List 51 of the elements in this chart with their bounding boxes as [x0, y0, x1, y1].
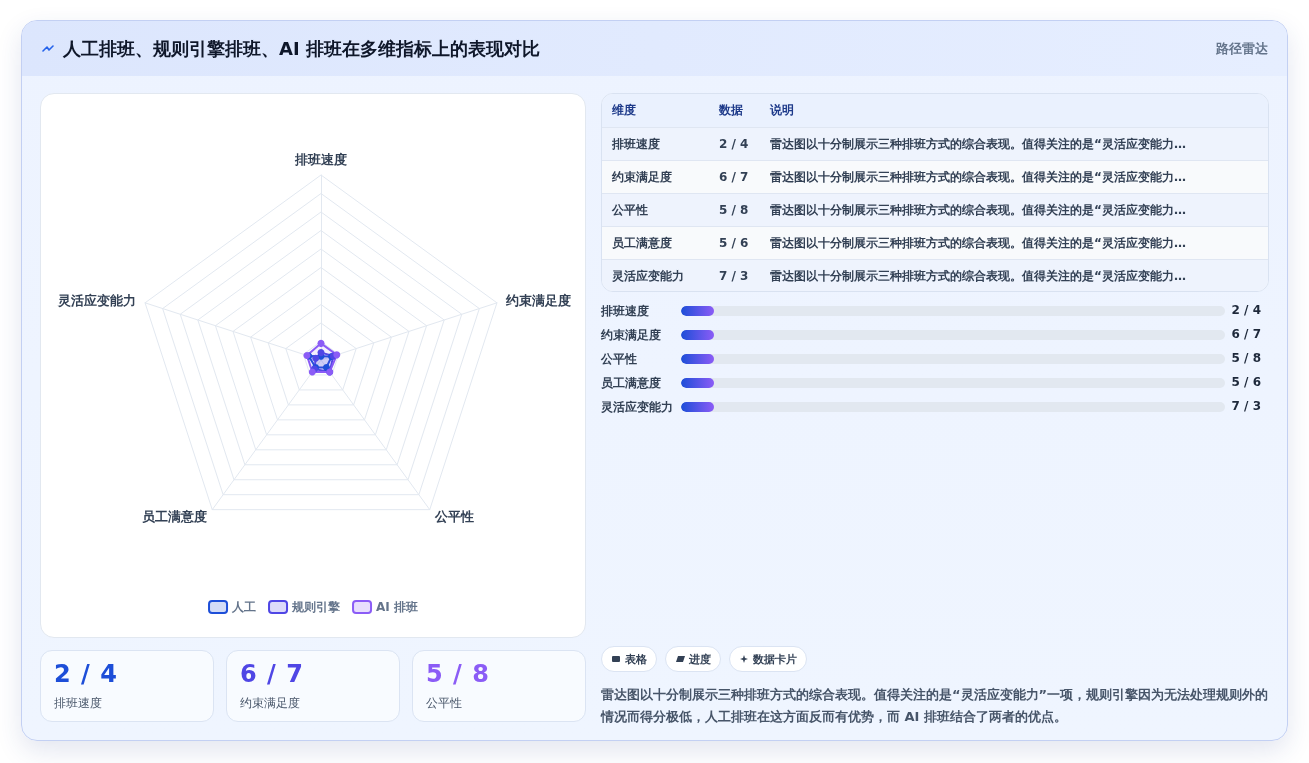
text: 雷达图以十分制展示三种排班方式的综合表现。值得关注的是“灵活应变能力…	[770, 202, 1186, 217]
text: 6 / 7	[1231, 327, 1261, 341]
view-button: 表格	[601, 646, 657, 672]
category-label: 灵活应变能力	[612, 268, 684, 283]
category-label: 约束满足度	[612, 169, 672, 184]
text: 5 / 6	[719, 236, 749, 250]
legend-label: AI 排班	[376, 600, 418, 614]
category-label: 说明	[770, 94, 1268, 128]
spoke-label: 约束满足度	[504, 292, 571, 308]
category-label: 员工满意度	[601, 375, 661, 392]
category-label: 公平性	[601, 351, 637, 368]
spoke-label: 员工满意度	[141, 509, 207, 525]
spoke-label: 排班速度	[294, 152, 347, 167]
category-label: 公平性	[426, 695, 462, 712]
text: 5 / 8	[1231, 351, 1261, 365]
text: 雷达图以十分制展示三种排班方式的综合表现。值得关注的是“灵活应变能力…	[770, 235, 1186, 250]
text: 5 / 8	[426, 660, 490, 688]
spoke-label: 公平性	[434, 509, 475, 525]
text: 雷达图以十分制展示三种排班方式的综合表现。值得关注的是“灵活应变能力”一项，规则引擎因为无法处理规则外的情况而得分极低，人工排班在这方面反而有优势，而 AI 排班结合了两者的优点。	[601, 686, 1269, 726]
category-label: 数据卡片	[753, 651, 797, 667]
spoke-label: 灵活应变能力	[57, 292, 137, 308]
category-label: 公平性	[612, 202, 648, 217]
chart-title: 人工排班、规则引擎排班、AI 排班在多维指标上的表现对比	[63, 37, 540, 61]
view-button: 数据卡片	[729, 646, 807, 672]
text: 7 / 3	[1231, 399, 1261, 413]
category-label: 约束满足度	[240, 695, 300, 712]
text: 2 / 4	[719, 137, 749, 151]
category-label: 员工满意度	[612, 235, 672, 250]
category-label: 排班速度	[612, 136, 660, 151]
category-label: 数据	[719, 94, 770, 128]
category-label: 约束满足度	[601, 327, 661, 344]
text: 雷达图以十分制展示三种排班方式的综合表现。值得关注的是“灵活应变能力…	[770, 136, 1186, 151]
category-label: 表格	[625, 651, 647, 667]
text: 6 / 7	[240, 660, 304, 688]
text: 雷达图以十分制展示三种排班方式的综合表现。值得关注的是“灵活应变能力…	[770, 268, 1186, 283]
category-label: 排班速度	[54, 695, 102, 712]
text: 维度	[602, 94, 719, 128]
text: 5 / 6	[1231, 375, 1261, 389]
category-label: 灵活应变能力	[601, 399, 673, 416]
legend-label: 人工	[231, 600, 257, 614]
category-label: 进度	[689, 651, 711, 667]
category-label: 排班速度	[601, 303, 649, 320]
view-button: 进度	[665, 646, 721, 672]
text: 5 / 8	[719, 203, 749, 217]
text: 7 / 3	[719, 269, 749, 283]
text: 雷达图以十分制展示三种排班方式的综合表现。值得关注的是“灵活应变能力…	[770, 169, 1186, 184]
text: 2 / 4	[1231, 303, 1261, 317]
text: 2 / 4	[54, 660, 118, 688]
legend-label: 规则引擎	[291, 600, 342, 614]
text: 路径雷达	[1216, 40, 1268, 58]
text: 6 / 7	[719, 170, 749, 184]
